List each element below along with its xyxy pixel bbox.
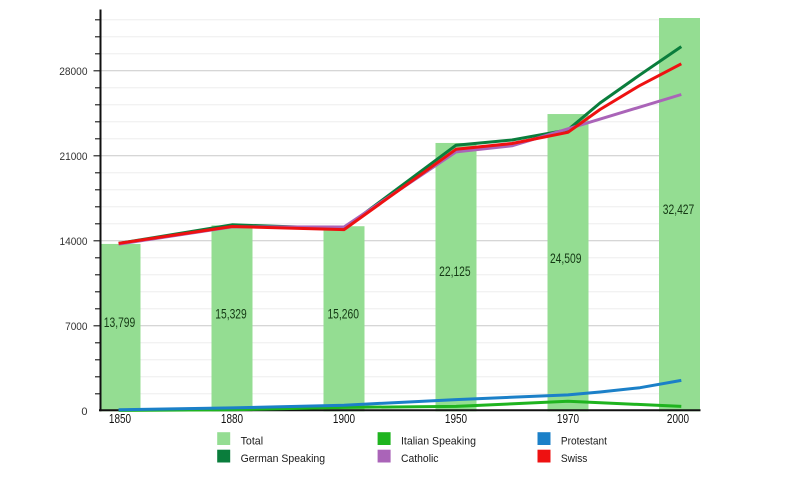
svg-text:1970: 1970 <box>557 411 579 426</box>
svg-text:1900: 1900 <box>333 411 355 426</box>
svg-text:2000: 2000 <box>667 411 689 426</box>
svg-text:Protestant: Protestant <box>561 436 607 448</box>
svg-text:28000: 28000 <box>59 66 87 78</box>
svg-text:Total: Total <box>241 436 264 448</box>
svg-text:13,799: 13,799 <box>104 315 136 330</box>
svg-text:15,260: 15,260 <box>327 307 359 322</box>
svg-text:7000: 7000 <box>65 321 87 333</box>
svg-text:0: 0 <box>81 406 87 418</box>
svg-text:Catholic: Catholic <box>401 453 439 465</box>
svg-text:24,509: 24,509 <box>550 251 582 266</box>
svg-text:32,427: 32,427 <box>663 202 695 217</box>
svg-text:1880: 1880 <box>221 411 243 426</box>
svg-text:21000: 21000 <box>60 151 88 163</box>
svg-text:14000: 14000 <box>60 236 88 248</box>
svg-text:1950: 1950 <box>445 411 467 426</box>
svg-text:1850: 1850 <box>109 411 131 426</box>
svg-text:Italian Speaking: Italian Speaking <box>401 436 476 448</box>
svg-text:German Speaking: German Speaking <box>241 453 326 465</box>
svg-text:15,329: 15,329 <box>215 307 247 322</box>
svg-text:22,125: 22,125 <box>439 264 471 279</box>
svg-text:Swiss: Swiss <box>561 453 588 465</box>
